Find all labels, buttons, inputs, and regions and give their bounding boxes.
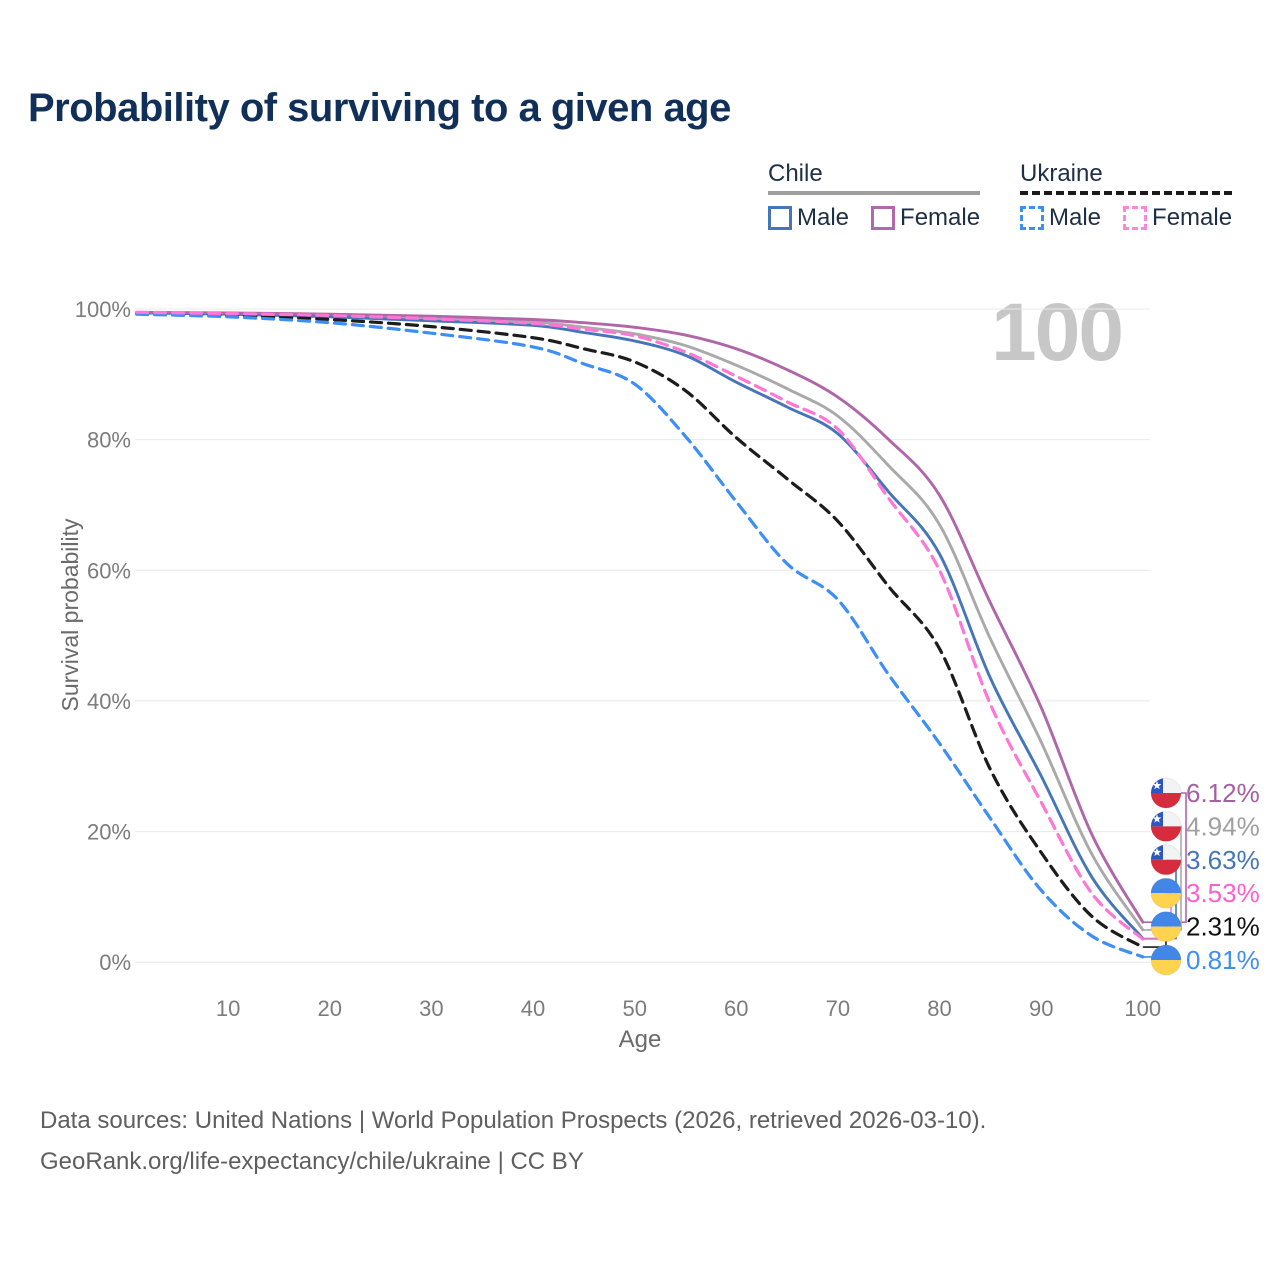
curve-chile-female <box>135 310 1145 924</box>
legend-label-ukraine-female: Female <box>1152 204 1233 231</box>
ukraine-flag-icon <box>1150 911 1182 942</box>
ukraine-flag-blue <box>1151 911 1181 927</box>
flag-border <box>1150 844 1182 876</box>
end-value-label-chile-female: 6.12% <box>1186 778 1260 808</box>
legend-item-chile-male[interactable]: Male <box>768 204 849 232</box>
chile-flag-icon <box>1150 811 1182 842</box>
legend-label-ukraine-male: Male <box>1049 204 1102 231</box>
y-tick-label: 40% <box>87 689 131 714</box>
x-tick-label: 30 <box>419 996 443 1021</box>
curve-chile-male <box>135 311 1145 940</box>
end-labels: 6.12%4.94% 3.63%3.53% 2.31%0.81% <box>1142 777 1260 976</box>
chile-flag-star <box>1152 847 1162 856</box>
x-tick-label: 80 <box>927 996 951 1021</box>
footer-link: GeoRank.org/life-expectancy/chile/ukrain… <box>40 1148 584 1175</box>
survival-curves <box>135 310 1145 959</box>
y-axis-title: Survival probability <box>57 518 83 712</box>
checkbox-ukraine-male[interactable] <box>1020 206 1044 230</box>
x-tick-label: 20 <box>318 996 342 1021</box>
gridlines: 0% 20% 40% 60% 80% 100% 10 20 30 40 50 60 70 80 90 100 <box>75 297 1161 1021</box>
x-tick-label: 90 <box>1029 996 1053 1021</box>
curve-ukraine-total <box>135 312 1145 949</box>
legend-label-chile-male: Male <box>797 204 850 231</box>
checkbox-chile-male[interactable] <box>768 206 792 230</box>
y-tick-label: 80% <box>87 428 131 453</box>
checkbox-ukraine-female[interactable] <box>1123 206 1148 230</box>
x-tick-label: 40 <box>521 996 545 1021</box>
legend-group-chile: Chile Male Female <box>768 160 981 232</box>
legend-group-ukraine: Ukraine Male Female <box>1020 160 1233 232</box>
x-tick-label: 100 <box>1124 996 1161 1021</box>
chile-flag-icon <box>1150 777 1182 809</box>
chile-flag-red <box>1151 859 1181 875</box>
flag-border <box>1150 944 1182 976</box>
x-tick-label: 50 <box>622 996 646 1021</box>
legend-ukraine-title: Ukraine <box>1020 160 1103 187</box>
legend-label-chile-female: Female <box>900 204 981 231</box>
footer: Data sources: United Nations | World Pop… <box>40 1100 986 1182</box>
footer-sources: Data sources: United Nations | World Pop… <box>40 1107 987 1134</box>
page-title: Probability of surviving to a given age <box>28 86 731 130</box>
x-tick-label: 70 <box>826 996 850 1021</box>
ukraine-flag-icon <box>1150 877 1182 909</box>
flag-border <box>1150 811 1182 842</box>
end-value-label-ukraine-male: 0.81% <box>1186 945 1260 975</box>
flag-border <box>1150 911 1182 942</box>
legend-item-chile-female[interactable]: Female <box>871 204 980 232</box>
end-value-label-ukraine-total: 2.31% <box>1186 912 1260 942</box>
end-value-label-chile-total: 4.94% <box>1186 811 1260 841</box>
chile-flag-red <box>1151 826 1181 842</box>
flag-border <box>1150 777 1182 809</box>
ukraine-flag-yellow <box>1151 893 1181 909</box>
chile-flag-star <box>1152 780 1162 790</box>
legend-chile-title: Chile <box>768 160 823 187</box>
y-tick-label: 60% <box>87 558 131 583</box>
ukraine-flag-yellow <box>1151 960 1181 975</box>
x-tick-label: 10 <box>216 996 240 1021</box>
curve-ukraine-female <box>135 310 1145 941</box>
watermark-age: 100 <box>991 287 1124 378</box>
legend-chile-line-swatch <box>768 191 981 195</box>
curve-chile-total <box>135 311 1145 932</box>
x-tick-label: 60 <box>724 996 748 1021</box>
ukraine-flag-blue <box>1151 878 1181 894</box>
ukraine-flag-icon <box>1150 944 1182 976</box>
y-tick-label: 0% <box>99 950 131 975</box>
curve-ukraine-male <box>135 312 1145 959</box>
ukraine-flag-blue <box>1151 945 1181 960</box>
checkbox-chile-female[interactable] <box>871 206 896 230</box>
y-tick-label: 100% <box>75 297 131 322</box>
ukraine-flag-yellow <box>1151 926 1181 942</box>
legend-item-ukraine-female[interactable]: Female <box>1123 204 1232 232</box>
flag-border <box>1150 877 1182 909</box>
x-axis-title: Age <box>618 1026 662 1053</box>
end-value-label-ukraine-female: 3.53% <box>1186 878 1260 908</box>
chile-flag-red <box>1151 793 1181 808</box>
legend-item-ukraine-male[interactable]: Male <box>1020 204 1101 232</box>
chile-flag-icon <box>1150 844 1182 876</box>
end-value-label-chile-male: 3.63% <box>1186 845 1260 875</box>
legend-ukraine-line-swatch <box>1020 191 1233 195</box>
chile-flag-star <box>1152 814 1162 823</box>
y-tick-label: 20% <box>87 820 131 845</box>
